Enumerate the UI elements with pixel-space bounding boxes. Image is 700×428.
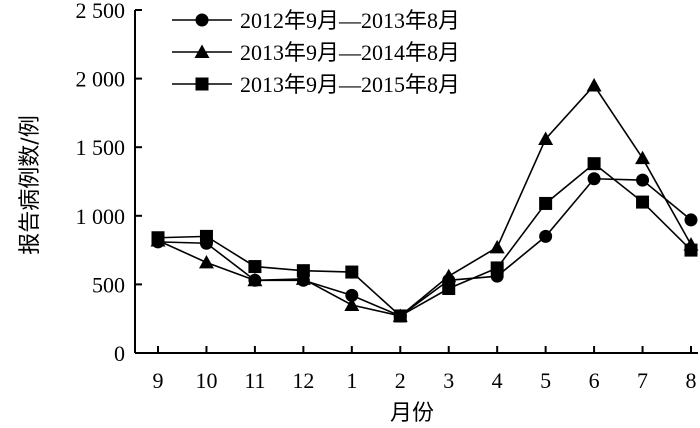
legend-label: 2013年9月—2015年8月 (240, 72, 460, 97)
data-point (490, 261, 504, 275)
x-tick-label: 6 (589, 368, 600, 393)
data-point (635, 150, 651, 165)
x-tick-label: 7 (637, 368, 648, 393)
data-point (586, 77, 602, 92)
legend-item: 2013年9月—2014年8月 (172, 40, 460, 65)
data-point (684, 243, 698, 257)
legend: 2012年9月—2013年8月 2013年9月—2014年8月 2013年9月—20… (172, 8, 460, 97)
x-tick-label: 8 (686, 368, 697, 393)
y-tick-label: 500 (92, 272, 125, 297)
legend-item: 2012年9月—2013年8月 (172, 8, 460, 33)
data-point (198, 254, 214, 269)
series-layer (150, 77, 699, 323)
x-axis-ticks: 9 10 11 12 1 2 3 4 5 6 7 8 (153, 346, 697, 393)
series-3 (151, 157, 698, 323)
y-axis-ticks: 0 500 1 000 1 500 2 000 2 500 (76, 0, 142, 366)
y-tick-label: 1 000 (76, 204, 126, 229)
data-point (345, 265, 359, 279)
series-1 (151, 172, 698, 323)
x-tick-label: 3 (443, 368, 454, 393)
x-tick-label: 1 (346, 368, 357, 393)
y-tick-label: 1 500 (76, 135, 126, 160)
data-point (393, 309, 407, 323)
data-point (248, 260, 262, 274)
legend-marker (195, 77, 209, 91)
data-point (441, 268, 457, 283)
y-axis-label: 报告病例数/例 (18, 115, 43, 254)
data-point (636, 195, 650, 209)
data-point (587, 157, 601, 171)
y-tick-label: 0 (114, 341, 125, 366)
y-tick-label: 2 500 (76, 0, 126, 23)
data-point (489, 239, 505, 254)
series-line (157, 162, 692, 317)
x-tick-label: 5 (540, 368, 551, 393)
x-tick-label: 11 (244, 368, 265, 393)
data-point (442, 282, 456, 296)
data-point (296, 264, 310, 278)
data-point (538, 131, 554, 145)
legend-label: 2012年9月—2013年8月 (240, 8, 460, 33)
x-tick-label: 9 (153, 368, 164, 393)
data-point (151, 231, 165, 245)
data-point (539, 196, 553, 210)
data-point (247, 272, 263, 287)
legend-marker (195, 13, 209, 27)
y-tick-label: 2 000 (76, 67, 126, 92)
series-line (157, 177, 692, 317)
series-2 (150, 77, 699, 322)
data-point (295, 271, 311, 285)
data-point (539, 229, 553, 243)
data-point (344, 297, 360, 311)
axes (134, 10, 698, 354)
data-point (199, 229, 213, 243)
data-point (345, 288, 359, 302)
legend-item: 2013年9月—2015年8月 (172, 72, 460, 97)
x-tick-label: 10 (195, 368, 217, 393)
x-axis-label: 月份 (390, 401, 434, 426)
x-tick-label: 2 (395, 368, 406, 393)
legend-marker (194, 44, 210, 58)
x-tick-label: 4 (492, 368, 503, 393)
data-point (636, 173, 650, 187)
data-point (684, 213, 698, 227)
data-point (587, 172, 601, 186)
legend-label: 2013年9月—2014年8月 (240, 40, 460, 65)
series-line (157, 84, 692, 317)
x-tick-label: 12 (292, 368, 314, 393)
